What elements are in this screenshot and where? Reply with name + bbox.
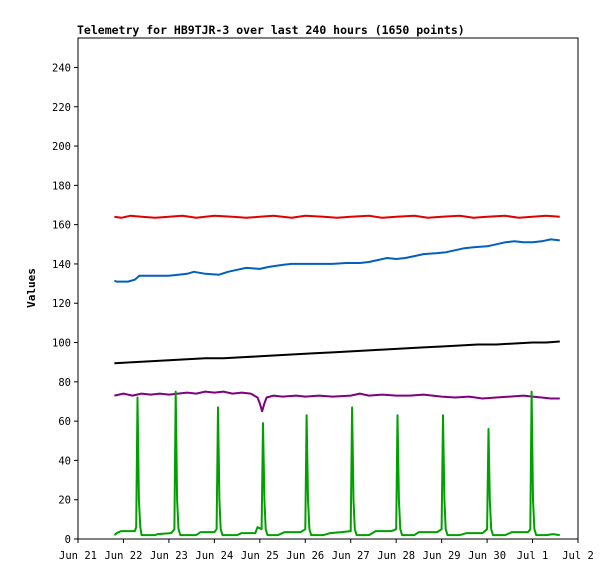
- x-tick-label: Jun 21: [59, 550, 97, 562]
- series-line-2: [113, 238, 560, 283]
- series-lines: [113, 214, 560, 537]
- x-tick-label: Jun 27: [332, 550, 370, 562]
- x-tick-label: Jun 22: [104, 550, 142, 562]
- y-tick-label: 20: [58, 495, 71, 507]
- y-tick-label: 80: [58, 377, 71, 389]
- y-tick-label: 220: [52, 102, 71, 114]
- y-tick-label: 200: [52, 141, 71, 153]
- series-line-5: [113, 390, 560, 537]
- y-tick-label: 160: [52, 220, 71, 232]
- y-tick-label: 180: [52, 180, 71, 192]
- y-tick-label: 240: [52, 62, 71, 74]
- x-tick-label: Jun 29: [423, 550, 461, 562]
- y-tick-label: 140: [52, 259, 71, 271]
- x-tick-label: Jun 23: [150, 550, 188, 562]
- series-line-1: [114, 214, 560, 219]
- plot-area-frame: [77, 37, 579, 540]
- chart-title: Telemetry for HB9TJR-3 over last 240 hou…: [77, 23, 465, 37]
- y-axis: 0 20 40 60 80 100 120 140 160 180 200 220 240: [52, 62, 78, 546]
- y-tick-label: 60: [58, 416, 71, 428]
- x-tick-label: Jul 2: [562, 550, 594, 562]
- series-line-3: [114, 340, 560, 365]
- x-tick-label: Jun 28: [377, 550, 415, 562]
- x-axis: Jun 21 Jun 22 Jun 23 Jun 24 Jun 25 Jun 26 Jun …: [59, 539, 594, 562]
- y-tick-label: 100: [52, 338, 71, 350]
- x-tick-label: Jul 1: [517, 550, 549, 562]
- y-tick-label: 0: [65, 534, 71, 546]
- y-tick-label: 120: [52, 298, 71, 310]
- x-tick-label: Jun 30: [468, 550, 506, 562]
- x-tick-label: Jun 26: [286, 550, 324, 562]
- y-tick-label: 40: [58, 455, 71, 467]
- y-axis-label: Values: [25, 268, 38, 308]
- series-line-4: [114, 390, 560, 413]
- x-tick-label: Jun 24: [195, 550, 233, 562]
- x-tick-label: Jun 25: [241, 550, 279, 562]
